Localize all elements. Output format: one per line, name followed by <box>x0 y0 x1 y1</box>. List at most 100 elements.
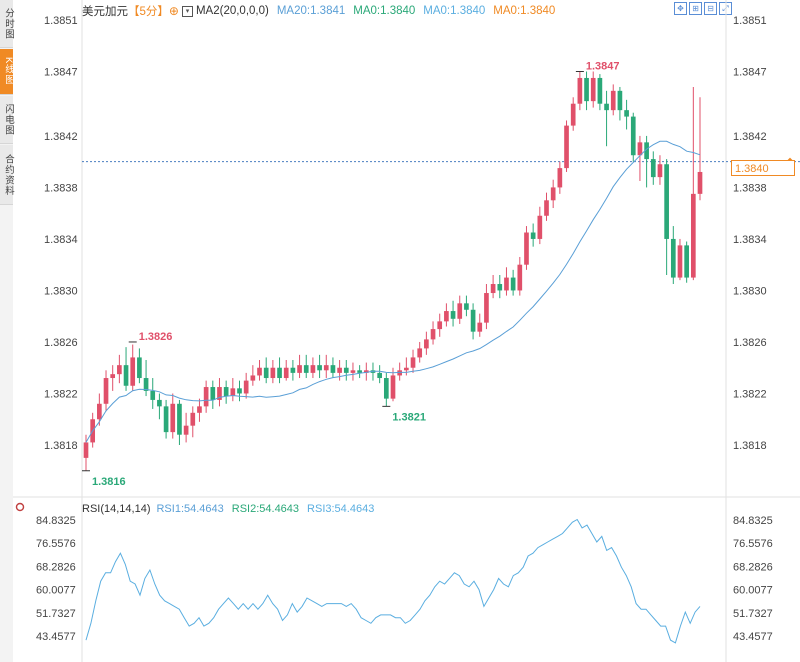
candle-down <box>497 284 503 291</box>
rsi-tick-label-left: 68.2826 <box>36 561 76 573</box>
candle-down <box>510 277 516 291</box>
price-tick-label-left: 1.3818 <box>44 440 78 452</box>
price-tick-label-left: 1.3830 <box>44 285 78 297</box>
candle-down <box>277 367 282 379</box>
price-tick-label-right: 1.3830 <box>733 285 767 297</box>
candle-down <box>684 245 689 278</box>
extreme-label: 1.3816 <box>92 476 126 488</box>
rsi3-label: RSI3:54.4643 <box>307 503 375 515</box>
rsi-tick-label-right: 84.8325 <box>733 515 773 527</box>
candle-up <box>417 348 423 358</box>
candle-up <box>424 339 429 349</box>
candle-down <box>343 367 349 373</box>
ma0-label-b: MA0:1.3840 <box>423 5 486 17</box>
candle-up <box>657 164 663 178</box>
price-tick-label-left: 1.3851 <box>44 15 78 27</box>
add-indicator-icon[interactable]: ⊕ <box>168 4 179 18</box>
candle-up <box>637 142 643 156</box>
candle-up <box>697 171 703 194</box>
sidebar: 分时图 K线图 闪电图 合约资料 <box>0 0 14 662</box>
candle-up <box>97 403 102 420</box>
candle-down <box>644 142 649 160</box>
zoom-in-icon[interactable]: ⊞ <box>689 2 702 15</box>
rsi-tick-label-right: 68.2826 <box>733 561 773 573</box>
candle-down <box>617 90 623 111</box>
price-tick-label-left: 1.3847 <box>44 67 78 79</box>
candle-down <box>383 378 389 399</box>
candle-up <box>484 293 489 323</box>
candle-down <box>604 103 609 111</box>
candle-down <box>597 77 603 104</box>
candle-up <box>570 103 576 126</box>
price-tick-label-right: 1.3818 <box>733 440 767 452</box>
sidebar-item-contract-info[interactable]: 合约资料 <box>0 145 14 205</box>
candle-up <box>477 322 483 332</box>
sidebar-item-kline[interactable]: K线图 <box>0 49 14 95</box>
rsi-tick-label-right: 76.5576 <box>733 538 773 550</box>
candle-up <box>590 77 596 102</box>
candle-up <box>217 387 222 400</box>
candle-up <box>363 370 369 373</box>
candle-up <box>283 367 289 379</box>
kline-legend: 美元加元 【5分】 ⊕ ▾ MA2(20,0,0,0) MA20:1.3841 … <box>82 3 555 19</box>
candle-up <box>430 329 436 340</box>
candle-up <box>203 387 209 407</box>
candle-up <box>557 168 563 188</box>
candle-down <box>670 238 676 278</box>
price-tick-label-right: 1.3838 <box>733 182 767 194</box>
rsi1-label: RSI1:54.4643 <box>156 503 224 515</box>
price-tick-label-left: 1.3834 <box>44 234 78 246</box>
candle-up <box>437 321 443 330</box>
candle-up <box>337 367 342 373</box>
rsi-legend: RSI(14,14,14) RSI1:54.4643 RSI2:54.4643 … <box>82 503 374 515</box>
candle-up <box>243 380 249 394</box>
price-tick-label-right: 1.3826 <box>733 337 767 349</box>
candle-down <box>624 110 629 117</box>
candle-up <box>130 357 136 386</box>
rsi-tick-label-right: 51.7327 <box>733 608 773 620</box>
rsi-tick-label-right: 43.4577 <box>733 631 773 643</box>
ma20-line <box>85 140 701 443</box>
candle-up <box>190 412 196 426</box>
rsi-tick-label-left: 60.0077 <box>36 585 76 597</box>
candle-down <box>150 390 156 400</box>
sidebar-item-timeshare[interactable]: 分时图 <box>0 0 14 48</box>
symbol-name: 美元加元 <box>82 6 128 18</box>
candle-up <box>117 365 122 375</box>
candle-up <box>690 193 696 278</box>
candle-up <box>110 374 116 379</box>
candle-up <box>404 367 409 371</box>
price-tick-label-right: 1.3834 <box>733 234 767 246</box>
ma20-label: MA20:1.3841 <box>276 5 346 17</box>
candle-up <box>103 378 109 404</box>
candle-down <box>123 365 129 386</box>
price-tick-label-right: 1.3842 <box>733 131 767 143</box>
period-selector[interactable]: 【5分】 <box>128 6 169 18</box>
candle-up <box>183 425 189 435</box>
indicator-menu-icon[interactable]: ▾ <box>181 5 193 17</box>
candle-down <box>157 399 162 407</box>
candle-up <box>230 388 236 397</box>
candle-down <box>470 309 476 332</box>
candle-up <box>257 367 262 376</box>
candle-up <box>517 264 523 291</box>
candle-down <box>163 406 169 433</box>
candle-down <box>223 387 229 397</box>
candle-up <box>537 215 543 239</box>
ma2-label: MA2(20,0,0,0) <box>195 5 269 17</box>
rsi-tick-label-left: 43.4577 <box>36 631 76 643</box>
candle-up <box>390 375 396 399</box>
candle-down <box>263 367 269 379</box>
candle-down <box>650 159 656 178</box>
candle-down <box>137 357 142 379</box>
candle-up <box>564 125 569 169</box>
zoom-out-icon[interactable]: ⊟ <box>704 2 717 15</box>
candle-up <box>197 406 202 413</box>
candle-down <box>143 378 149 391</box>
extreme-label: 1.3821 <box>392 411 426 423</box>
price-tick-label-left: 1.3826 <box>44 337 78 349</box>
zoom-fit-icon[interactable]: ✥ <box>674 2 687 15</box>
candle-down <box>377 372 382 379</box>
sidebar-item-lightning[interactable]: 闪电图 <box>0 96 14 144</box>
candle-up <box>457 303 463 319</box>
